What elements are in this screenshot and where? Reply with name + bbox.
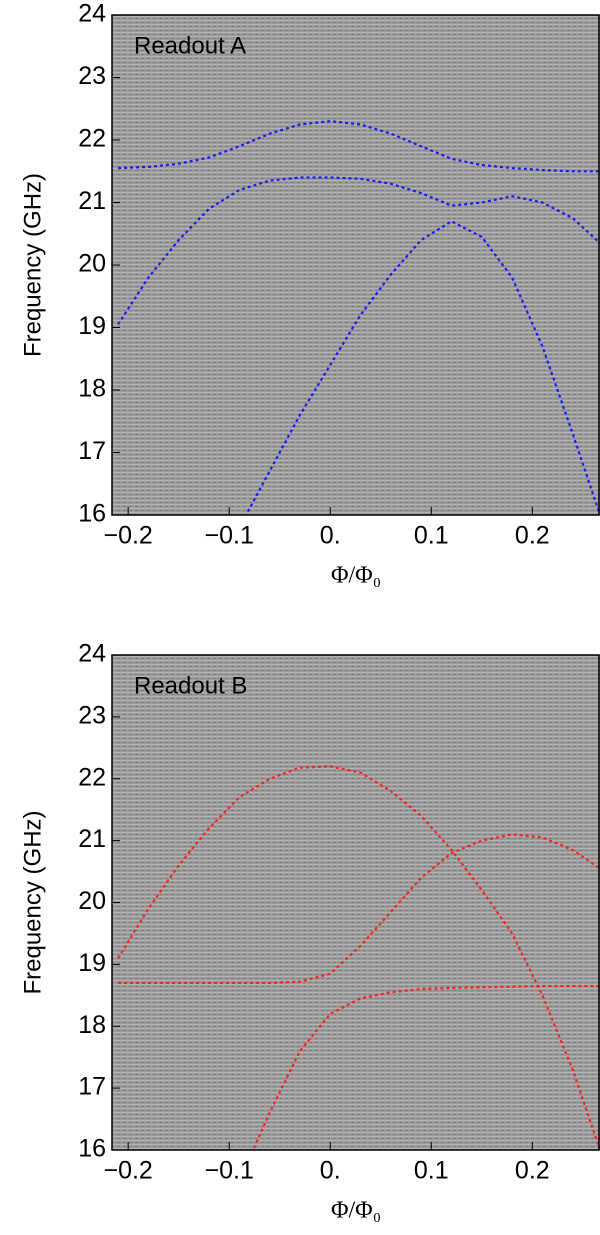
- y-tick-label: 16: [78, 500, 106, 528]
- x-tick-label: −0.2: [103, 522, 152, 550]
- x-tick-label: 0.2: [515, 522, 550, 550]
- fit-curve: [244, 220, 600, 515]
- x-tick-label: −0.2: [103, 1157, 152, 1185]
- y-tick-label: 22: [78, 125, 106, 153]
- x-tick-label: 0.: [320, 522, 341, 550]
- y-tick-label: 19: [78, 312, 106, 340]
- y-tick-label: 24: [78, 640, 106, 668]
- y-axis-label: Frequency (GHz): [19, 173, 46, 357]
- x-tick-label: 0.1: [414, 522, 449, 550]
- fit-curve: [117, 765, 600, 1150]
- y-tick-label: 17: [78, 1073, 106, 1101]
- x-axis-label: Φ/Φ₀: [331, 1198, 381, 1224]
- plot-area: [117, 765, 600, 1150]
- fit-curve: [117, 176, 600, 325]
- y-tick-label: 17: [78, 437, 106, 465]
- y-tick-label: 20: [78, 250, 106, 278]
- y-tick-label: 21: [78, 187, 106, 215]
- annotation: Readout B: [134, 672, 247, 699]
- fit-curve: [251, 984, 600, 1150]
- y-tick-label: 18: [78, 1011, 106, 1039]
- x-axis-label: Φ/Φ₀: [331, 563, 381, 589]
- y-tick-label: 21: [78, 825, 106, 853]
- y-tick-label: 19: [78, 949, 106, 977]
- x-tick-label: 0.: [320, 1157, 341, 1185]
- plot-background: [112, 15, 600, 515]
- x-tick-label: −0.1: [205, 522, 254, 550]
- x-tick-label: 0.2: [515, 1157, 550, 1185]
- y-tick-label: 18: [78, 375, 106, 403]
- y-tick-label: 23: [78, 62, 106, 90]
- x-tick-label: −0.1: [205, 1157, 254, 1185]
- annotation: Readout A: [134, 32, 246, 59]
- plot-area: [117, 120, 600, 515]
- y-tick-label: 24: [78, 0, 106, 28]
- x-tick-label: 0.1: [414, 1157, 449, 1185]
- y-tick-label: 22: [78, 763, 106, 791]
- fit-curve: [118, 833, 600, 984]
- y-tick-label: 23: [78, 701, 106, 729]
- plot-background: [112, 655, 600, 1150]
- y-tick-label: 16: [78, 1135, 106, 1163]
- y-axis-label: Frequency (GHz): [19, 810, 46, 994]
- y-tick-label: 20: [78, 887, 106, 915]
